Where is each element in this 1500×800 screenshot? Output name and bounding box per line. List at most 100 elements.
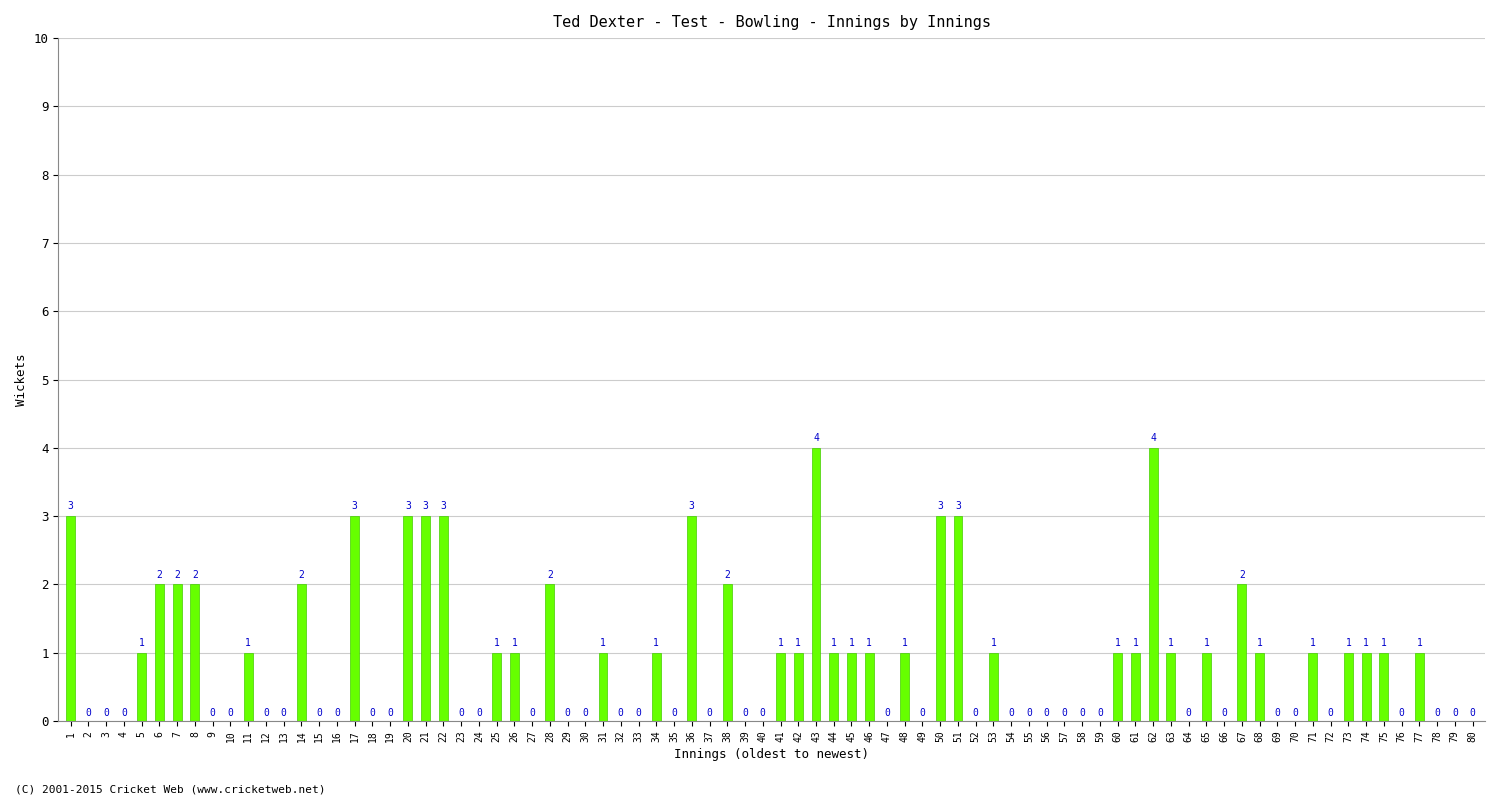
Bar	[794, 653, 802, 721]
Text: 0: 0	[582, 707, 588, 718]
Text: 1: 1	[902, 638, 908, 648]
Bar	[154, 584, 164, 721]
Bar	[812, 448, 820, 721]
Text: 0: 0	[316, 707, 322, 718]
Bar	[510, 653, 519, 721]
X-axis label: Innings (oldest to newest): Innings (oldest to newest)	[674, 748, 868, 761]
Text: 0: 0	[262, 707, 268, 718]
Text: 0: 0	[974, 707, 978, 718]
Text: 1: 1	[1382, 638, 1388, 648]
Bar	[1131, 653, 1140, 721]
Text: 0: 0	[618, 707, 624, 718]
Bar	[723, 584, 732, 721]
Text: 0: 0	[369, 707, 375, 718]
Text: 0: 0	[1185, 707, 1191, 718]
Text: 1: 1	[849, 638, 855, 648]
Text: 3: 3	[956, 502, 962, 511]
Text: 0: 0	[1470, 707, 1476, 718]
Bar	[136, 653, 146, 721]
Text: 0: 0	[387, 707, 393, 718]
Text: 0: 0	[334, 707, 340, 718]
Text: 1: 1	[600, 638, 606, 648]
Text: 3: 3	[423, 502, 429, 511]
Text: 1: 1	[777, 638, 783, 648]
Text: 0: 0	[210, 707, 216, 718]
Text: 3: 3	[938, 502, 944, 511]
Text: 0: 0	[1221, 707, 1227, 718]
Bar	[776, 653, 784, 721]
Bar	[66, 516, 75, 721]
Text: 0: 0	[1026, 707, 1032, 718]
Y-axis label: Wickets: Wickets	[15, 354, 28, 406]
Bar	[1238, 584, 1246, 721]
Text: 1: 1	[1168, 638, 1174, 648]
Bar	[954, 516, 963, 721]
Text: 4: 4	[813, 433, 819, 443]
Text: 3: 3	[351, 502, 357, 511]
Text: 1: 1	[1346, 638, 1352, 648]
Text: 0: 0	[1078, 707, 1084, 718]
Bar	[1344, 653, 1353, 721]
Text: 1: 1	[1416, 638, 1422, 648]
Bar	[1202, 653, 1210, 721]
Bar	[865, 653, 873, 721]
Bar	[1380, 653, 1389, 721]
Text: 2: 2	[724, 570, 730, 580]
Text: 0: 0	[458, 707, 464, 718]
Text: 1: 1	[1114, 638, 1120, 648]
Bar	[900, 653, 909, 721]
Bar	[598, 653, 608, 721]
Text: 2: 2	[192, 570, 198, 580]
Text: 2: 2	[1239, 570, 1245, 580]
Bar	[404, 516, 412, 721]
Text: 0: 0	[122, 707, 128, 718]
Text: 2: 2	[174, 570, 180, 580]
Text: 0: 0	[280, 707, 286, 718]
Text: 3: 3	[688, 502, 694, 511]
Text: 1: 1	[1132, 638, 1138, 648]
Text: 0: 0	[104, 707, 110, 718]
Text: 0: 0	[228, 707, 234, 718]
Bar	[652, 653, 660, 721]
Text: 1: 1	[1203, 638, 1209, 648]
Bar	[546, 584, 555, 721]
Text: 0: 0	[760, 707, 765, 718]
Bar	[1113, 653, 1122, 721]
Bar	[1308, 653, 1317, 721]
Text: 0: 0	[1434, 707, 1440, 718]
Bar	[350, 516, 358, 721]
Text: 1: 1	[1257, 638, 1263, 648]
Bar	[1256, 653, 1264, 721]
Text: 1: 1	[1310, 638, 1316, 648]
Text: 1: 1	[1364, 638, 1370, 648]
Bar	[687, 516, 696, 721]
Text: 1: 1	[512, 638, 518, 648]
Text: 1: 1	[138, 638, 144, 648]
Text: 2: 2	[298, 570, 304, 580]
Text: 0: 0	[1062, 707, 1068, 718]
Text: 0: 0	[1328, 707, 1334, 718]
Text: 0: 0	[564, 707, 570, 718]
Bar	[1149, 448, 1158, 721]
Text: 0: 0	[476, 707, 482, 718]
Text: 0: 0	[1044, 707, 1050, 718]
Text: 0: 0	[86, 707, 92, 718]
Text: 0: 0	[1292, 707, 1298, 718]
Text: 1: 1	[654, 638, 658, 648]
Text: 2: 2	[156, 570, 162, 580]
Text: 0: 0	[884, 707, 890, 718]
Text: 4: 4	[1150, 433, 1156, 443]
Text: 1: 1	[244, 638, 250, 648]
Bar	[988, 653, 998, 721]
Text: 2: 2	[548, 570, 554, 580]
Text: 0: 0	[706, 707, 712, 718]
Text: 3: 3	[68, 502, 74, 511]
Bar	[847, 653, 856, 721]
Text: 0: 0	[1452, 707, 1458, 718]
Bar	[1362, 653, 1371, 721]
Text: 0: 0	[1275, 707, 1281, 718]
Text: 0: 0	[1096, 707, 1102, 718]
Bar	[243, 653, 252, 721]
Bar	[190, 584, 200, 721]
Bar	[492, 653, 501, 721]
